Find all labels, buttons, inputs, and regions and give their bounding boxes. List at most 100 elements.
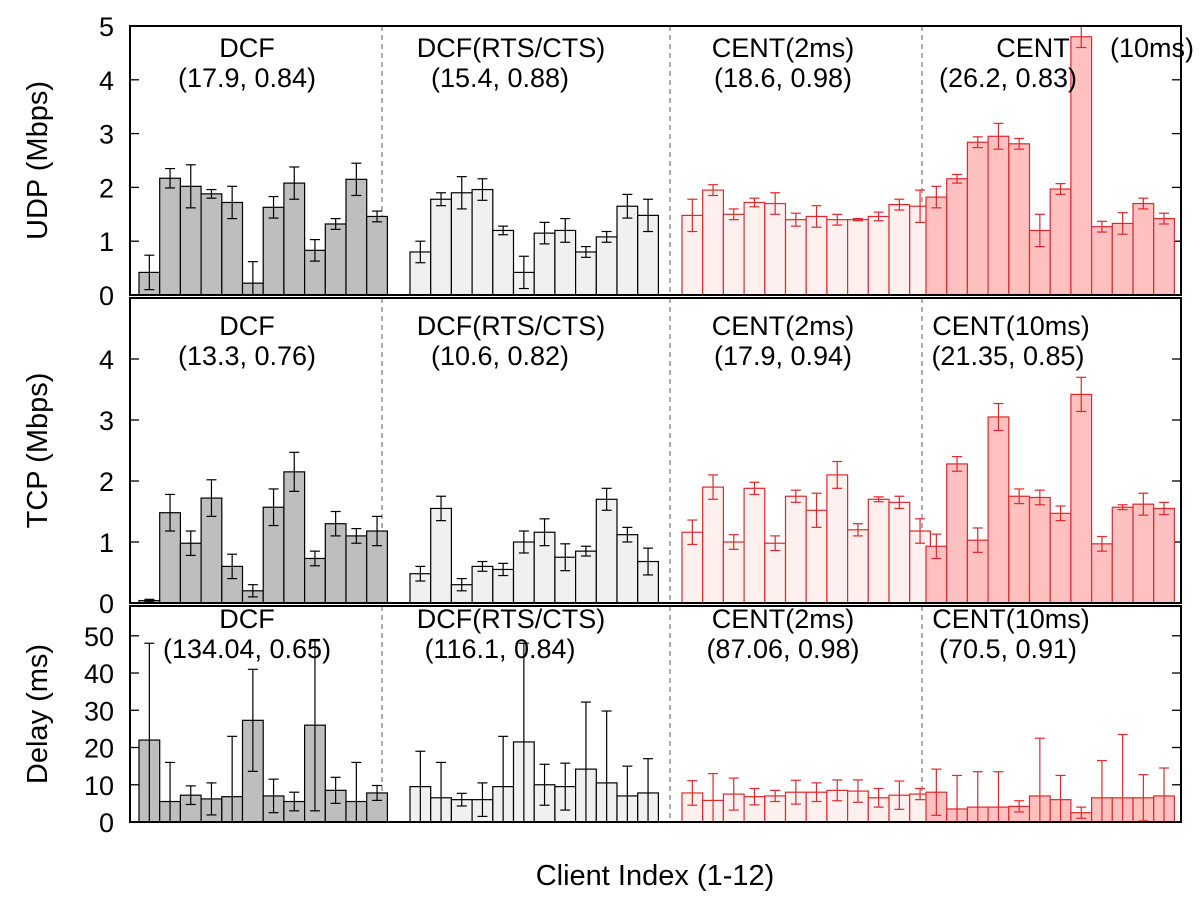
group-stats: (17.9, 0.94) [714, 341, 852, 371]
panel-frame [129, 297, 1182, 604]
y-tick-label: 0 [99, 808, 114, 838]
panel-frame [129, 605, 1182, 823]
group-DCF(RTS/CTS): DCF(RTS/CTS)(116.1, 0.84) [409, 604, 660, 823]
bar [826, 474, 849, 604]
bar [826, 219, 849, 296]
bar [743, 487, 766, 604]
group-stats: (18.6, 0.98) [714, 63, 852, 93]
y-tick-label: 4 [99, 345, 114, 375]
y-tick-label: 3 [99, 120, 114, 150]
group-stats: (21.35, 0.85) [931, 341, 1084, 371]
group-title: CENT(2ms) [712, 604, 855, 634]
bar [702, 189, 725, 296]
bar [1090, 543, 1113, 604]
group-DCF: DCF(13.3, 0.76) [138, 311, 389, 604]
bar [1111, 506, 1134, 604]
bar [743, 201, 766, 296]
bar [1070, 393, 1093, 604]
bar [867, 215, 890, 296]
group-CENT(2ms): CENT(2ms)(87.06, 0.98) [681, 604, 932, 823]
group-CENT(10ms): CENT(10ms)(21.35, 0.85) [925, 311, 1175, 604]
group-title: CENT(10ms) [932, 604, 1090, 634]
bar [1049, 188, 1072, 296]
panel-frame [129, 25, 1182, 296]
bar [846, 219, 869, 296]
group-title: CENT(2ms) [712, 311, 855, 341]
bar [987, 135, 1010, 296]
group-stats: (10.6, 0.82) [431, 341, 569, 371]
bar [784, 219, 807, 296]
group-stats: (13.3, 0.76) [178, 341, 316, 371]
group-stats: (134.04, 0.65) [163, 634, 331, 664]
y-tick-label: 3 [99, 406, 114, 436]
group-stats: (26.2, 0.83) [939, 63, 1077, 93]
group-title: DCF [219, 311, 275, 341]
bar [1090, 226, 1113, 296]
group-title: CENT [996, 33, 1070, 63]
x-axis-label: Client Index (1-12) [536, 860, 775, 892]
bar [262, 206, 285, 296]
bar [805, 215, 828, 296]
group-DCF: DCF(17.9, 0.84) [138, 33, 389, 296]
bar [574, 550, 597, 604]
y-tick-label: 2 [99, 173, 114, 203]
y-tick-label: 1 [99, 528, 114, 558]
group-stats: (116.1, 0.84) [424, 634, 575, 664]
group-CENT(2ms): CENT(2ms)(18.6, 0.98) [681, 33, 932, 296]
y-tick-label: 50 [84, 622, 114, 652]
bar [1132, 202, 1155, 296]
bar [574, 251, 597, 296]
bar [867, 498, 890, 604]
bar [946, 463, 969, 604]
bar [616, 205, 639, 296]
y-tick-label: 4 [99, 66, 114, 96]
group-title: DCF(RTS/CTS) [417, 604, 606, 634]
y-axis-label: Delay (ms) [22, 644, 54, 784]
y-axis-label: UDP (Mbps) [22, 81, 54, 240]
y-tick-label: 10 [84, 771, 114, 801]
group-title: DCF(RTS/CTS) [417, 33, 606, 63]
y-tick-label: 20 [84, 734, 114, 764]
y-tick-label: 1 [99, 227, 114, 257]
bar [784, 495, 807, 604]
bar [595, 236, 618, 296]
bar [616, 534, 639, 604]
group-stats: (17.9, 0.84) [178, 63, 316, 93]
bar [595, 498, 618, 604]
bar [764, 202, 787, 296]
bar [283, 182, 306, 296]
group-title: DCF(RTS/CTS) [417, 311, 606, 341]
bar [1132, 503, 1155, 604]
bar [1049, 512, 1072, 604]
panel-1: UDP (Mbps) 0 1 2 3 4 5 DCF(17.9, 0.84) DCF(RTS/C… [22, 12, 1194, 311]
group-CENT(2ms): CENT(2ms)(17.9, 0.94) [681, 311, 932, 604]
bar [1153, 218, 1175, 296]
bar [722, 541, 745, 604]
bar [1008, 495, 1031, 604]
bar [925, 196, 948, 296]
y-tick-label: 0 [99, 589, 114, 619]
y-tick-label: 2 [99, 467, 114, 497]
bar [987, 416, 1010, 604]
y-axis-label: TCP (Mbps) [22, 373, 54, 529]
y-tick-label: 5 [99, 12, 114, 42]
bar [159, 177, 181, 296]
bar [324, 223, 347, 296]
bar [888, 204, 911, 296]
bar [1028, 496, 1051, 604]
group-DCF: DCF(134.04, 0.65) [138, 604, 389, 823]
bar [846, 529, 869, 604]
bar [702, 486, 725, 604]
bar [366, 215, 389, 296]
y-tick-label: 0 [99, 281, 114, 311]
panel-2: TCP (Mbps) 0 1 2 3 4 DCF(13.3, 0.76) DCF(RTS/CT… [22, 297, 1182, 619]
group-stats: (87.06, 0.98) [706, 634, 859, 664]
group-title: DCF [219, 604, 275, 634]
group-title: DCF [219, 33, 275, 63]
bar [1153, 507, 1175, 604]
bar [471, 188, 494, 296]
group-CENT(10ms): CENT(10ms)(70.5, 0.91) [925, 604, 1175, 823]
bar [764, 542, 787, 604]
